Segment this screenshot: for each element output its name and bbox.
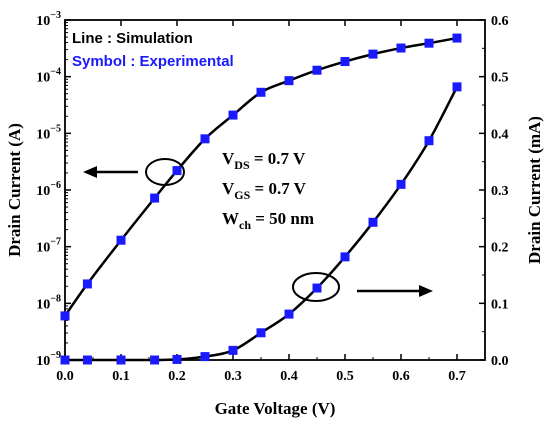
left-tick-label: 10−4: [36, 67, 61, 86]
experimental-point-right: [424, 136, 434, 146]
experimental-point-left: [452, 33, 462, 43]
x-tick-label: 0.5: [336, 369, 354, 384]
legend-line-label: Line : Simulation: [72, 30, 193, 47]
right-tick-label: 0.5: [491, 71, 509, 86]
left-series-circle: [145, 158, 185, 186]
x-tick-label: 0.4: [280, 369, 298, 384]
experimental-point-left: [172, 166, 182, 176]
left-arrow-head: [83, 166, 97, 178]
experimental-point-left: [396, 43, 406, 53]
experimental-point-left: [368, 49, 378, 59]
experimental-point-right: [172, 354, 182, 364]
experimental-point-left: [60, 311, 70, 321]
ticks: 0.0 0.1 0.2 0.3 0.4 0.5 0.6 0.7 10−9 10−8 10−7 10−6…: [36, 10, 508, 384]
experimental-point-right: [150, 355, 160, 365]
left-tick-label: 10−6: [36, 180, 61, 199]
right-tick-label: 0.1: [491, 297, 509, 312]
experimental-point-left: [424, 38, 434, 48]
x-tick-label: 0.3: [224, 369, 242, 384]
experimental-point-left: [116, 235, 126, 245]
experimental-point-left: [150, 193, 160, 203]
left-y-axis-title: Drain Current (A): [5, 123, 24, 257]
experimental-point-right: [452, 82, 462, 92]
experimental-point-left: [82, 279, 92, 289]
experimental-point-left: [200, 134, 210, 144]
annotation-wch: Wch = 50 nm: [222, 209, 314, 232]
experimental-point-right: [200, 352, 210, 362]
x-axis-title: Gate Voltage (V): [215, 399, 336, 418]
x-tick-label: 0.7: [448, 369, 466, 384]
left-tick-label: 10−8: [36, 293, 61, 312]
right-tick-label: 0.6: [491, 14, 509, 29]
curves: [63, 36, 459, 362]
right-arrow-head: [419, 285, 433, 297]
experimental-point-right: [82, 355, 92, 365]
right-tick-label: 0.4: [491, 127, 509, 142]
markers: [60, 33, 462, 365]
legend-symbol-label: Symbol : Experimental: [72, 53, 234, 70]
right-series-circle: [292, 272, 340, 302]
experimental-point-left: [228, 110, 238, 120]
left-tick-label: 10−3: [36, 10, 61, 29]
experimental-point-right: [396, 179, 406, 189]
experimental-point-right: [228, 345, 238, 355]
experimental-point-right: [284, 309, 294, 319]
experimental-point-left: [284, 76, 294, 86]
experimental-point-right: [256, 328, 266, 338]
left-tick-label: 10−9: [36, 350, 61, 369]
experimental-point-right: [312, 283, 322, 293]
experimental-point-right: [368, 217, 378, 227]
left-tick-label: 10−5: [36, 123, 61, 142]
annotation-vds: VDS = 0.7 V: [222, 149, 306, 172]
experimental-point-right: [60, 355, 70, 365]
x-tick-label: 0.6: [392, 369, 410, 384]
x-tick-label: 0.0: [56, 369, 74, 384]
experimental-point-left: [312, 65, 322, 75]
right-tick-label: 0.3: [491, 184, 509, 199]
experimental-point-left: [340, 57, 350, 67]
x-tick-label: 0.2: [168, 369, 186, 384]
x-tick-label: 0.1: [112, 369, 130, 384]
right-y-axis-title: Drain Current (mA): [525, 116, 544, 264]
left-tick-label: 10−7: [36, 237, 61, 256]
right-tick-label: 0.2: [491, 241, 509, 256]
experimental-point-right: [116, 355, 126, 365]
simulation-curve-left: [63, 36, 458, 317]
experimental-point-left: [256, 87, 266, 97]
annotation-vgs: VGS = 0.7 V: [222, 179, 307, 202]
right-tick-label: 0.0: [491, 354, 509, 369]
experimental-point-right: [340, 252, 350, 262]
